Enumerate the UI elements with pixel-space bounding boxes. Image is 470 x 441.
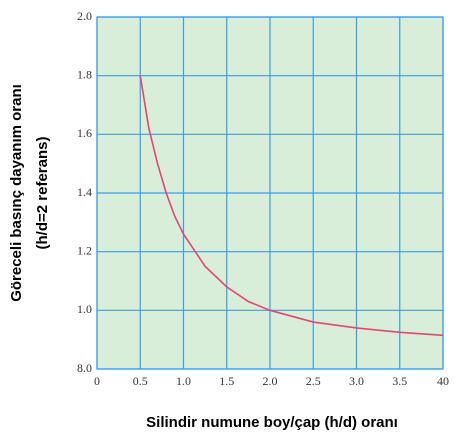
y-tick-label: 1.0: [77, 302, 92, 316]
x-tick-label: 3.0: [349, 374, 364, 388]
line: [139, 75, 444, 337]
x-tick-label: 1.0: [176, 374, 191, 388]
x-axis-label: Silindir numune boy/çap (h/d) oranı: [146, 414, 398, 431]
x-tick-label: 3.5: [392, 374, 407, 388]
x-tick-label: 0.5: [133, 374, 148, 388]
y-tick-label: 1.2: [77, 243, 92, 257]
y-tick-label: 1.4: [77, 185, 92, 199]
x-tick-label: 0: [94, 374, 100, 388]
y-tick-label: 8.0: [77, 361, 92, 375]
x-tick-label: 2.5: [306, 374, 321, 388]
y-tick-label: 2.0: [77, 9, 92, 23]
y-axis-label: (h/d=2 referans): [34, 137, 51, 250]
y-tick-label: 1.6: [77, 126, 92, 140]
y-tick-label: 1.8: [77, 67, 92, 81]
plot-border: [96, 16, 444, 370]
x-tick-label: 1.5: [219, 374, 234, 388]
x-tick-label: 2.0: [263, 374, 278, 388]
y-axis-label: Göreceli basınç dayanım oranı: [8, 84, 25, 302]
x-tick-label: 40: [437, 374, 449, 388]
